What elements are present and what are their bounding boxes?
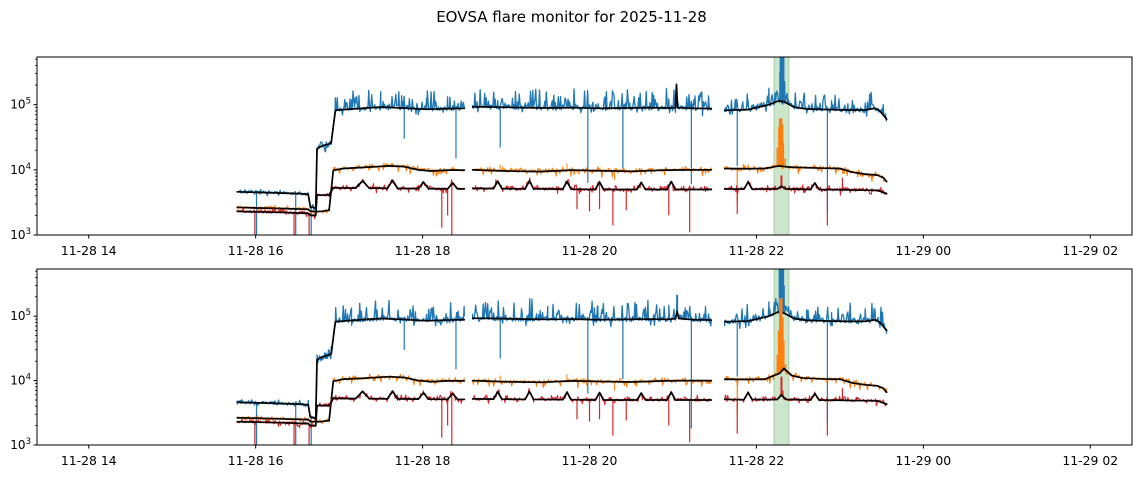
band-orange-median-line: [236, 416, 330, 423]
bottom-panel-axes-box: [36, 268, 1133, 446]
x-tick-label: 11-28 18: [395, 243, 451, 258]
band-blue-median-line: [236, 190, 317, 209]
x-tick-label: 11-28 16: [228, 453, 284, 468]
figure-title: EOVSA flare monitor for 2025-11-28: [436, 8, 707, 26]
band-blue-median-line: [314, 353, 333, 420]
band-orange-median-line: [471, 169, 713, 173]
y-tick-label: 105: [10, 97, 31, 112]
band-blue-median-line: [471, 310, 713, 321]
y-tick-label: 105: [10, 308, 31, 323]
x-tick-label: 11-29 00: [895, 243, 951, 258]
band-blue-median-line: [723, 310, 888, 332]
bottom-panel-data: [236, 269, 888, 445]
x-tick-label: 11-28 22: [729, 453, 785, 468]
x-tick-label: 11-28 22: [729, 243, 785, 258]
bottom-panel-band-red: [236, 376, 888, 445]
x-tick-label: 11-28 18: [395, 453, 451, 468]
x-tick-label: 11-28 20: [562, 243, 618, 258]
y-tick-label: 104: [10, 373, 31, 388]
band-red-median-line: [723, 181, 888, 195]
x-tick-label: 11-28 16: [228, 243, 284, 258]
bottom-panel-band-orange: [236, 298, 888, 425]
band-blue-median-line: [330, 106, 466, 144]
x-tick-label: 11-29 02: [1062, 243, 1118, 258]
band-red-median-line: [471, 179, 713, 191]
top-panel-data: [236, 57, 888, 235]
top-panel-y-axis: 103 104 105: [10, 58, 37, 242]
band-blue-median-line: [314, 141, 333, 209]
x-tick-label: 11-28 20: [562, 453, 618, 468]
band-blue-median-line: [471, 83, 713, 110]
x-tick-label: 11-29 00: [895, 453, 951, 468]
band-orange-median-line: [328, 165, 466, 212]
bottom-panel-x-axis: 11-28 14 11-28 16 11-28 18 11-28 20 11-28 22…: [61, 445, 1118, 468]
band-red-median-line: [328, 390, 466, 407]
bottom-panel: 11-28 14 11-28 16 11-28 18 11-28 20 11-28 22…: [10, 268, 1133, 468]
band-orange-median-line: [471, 379, 713, 384]
band-red-median-line: [236, 194, 330, 217]
top-panel-band-blue: [236, 57, 888, 235]
band-orange-median-line: [723, 367, 888, 394]
band-red-median-line: [471, 390, 713, 401]
band-red-median-line: [236, 404, 330, 427]
band-orange-median-line: [328, 375, 466, 422]
top-panel-band-orange: [236, 118, 888, 215]
x-tick-label: 11-29 02: [1062, 453, 1118, 468]
top-panel: 11-28 14 11-28 16 11-28 18 11-28 20 11-28 22…: [10, 56, 1133, 258]
top-panel-band-red: [236, 175, 888, 235]
band-blue-median-line: [723, 99, 888, 121]
bottom-panel-y-axis: 103 104 105: [10, 270, 37, 452]
band-red-median-line: [723, 391, 888, 406]
band-red-median-line: [328, 179, 466, 196]
band-blue-median-line: [236, 401, 317, 420]
band-blue-median-line: [330, 317, 466, 355]
x-tick-label: 11-28 14: [61, 453, 117, 468]
top-panel-axes-box: [36, 56, 1133, 236]
y-tick-label: 103: [10, 437, 31, 452]
x-tick-label: 11-28 14: [61, 243, 117, 258]
y-tick-label: 104: [10, 162, 31, 177]
y-tick-label: 103: [10, 227, 31, 242]
top-panel-x-axis: 11-28 14 11-28 16 11-28 18 11-28 20 11-28 22…: [61, 235, 1118, 258]
band-orange-median-line: [236, 206, 330, 213]
band-orange-median-line: [723, 165, 888, 183]
